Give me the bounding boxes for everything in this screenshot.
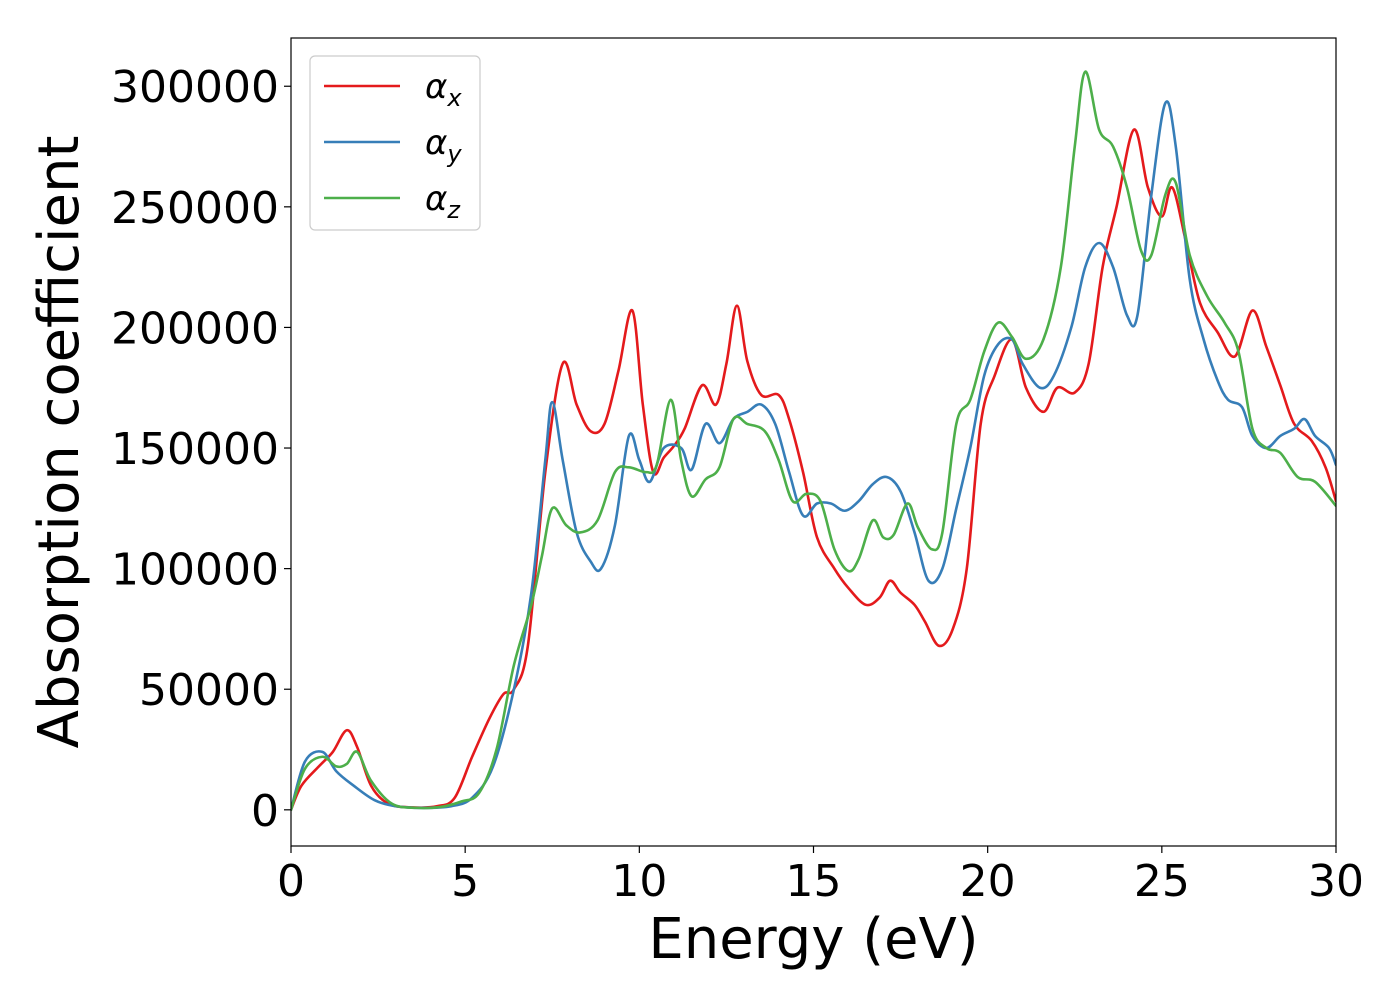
x-tick-label: 25 [1134,856,1190,907]
x-tick-label: 30 [1308,856,1364,907]
y-tick-label: 100000 [111,545,279,596]
series-line-x [291,128,1336,812]
x-tick-label: 0 [277,856,305,907]
series-line-z [291,70,1336,812]
series-layer [291,70,1336,812]
y-tick-label: 300000 [111,62,279,113]
y-tick-label: 150000 [111,424,279,475]
y-tick-label: 250000 [111,183,279,234]
legend-label-z: αz [425,179,461,224]
y-axis-ticks: 0 50000 100000 150000 200000 250000 300000 [111,62,291,837]
x-tick-label: 5 [451,856,479,907]
x-axis-label: Energy (eV) [648,907,978,972]
x-tick-label: 20 [960,856,1016,907]
y-tick-label: 50000 [139,665,279,716]
y-tick-label: 200000 [111,303,279,354]
y-axis-label: Absorption coefficient [27,136,92,749]
y-tick-label: 0 [251,786,279,837]
x-axis-ticks: 0 5 10 15 20 25 30 [277,846,1364,907]
x-tick-label: 15 [786,856,842,907]
x-tick-label: 10 [611,856,667,907]
